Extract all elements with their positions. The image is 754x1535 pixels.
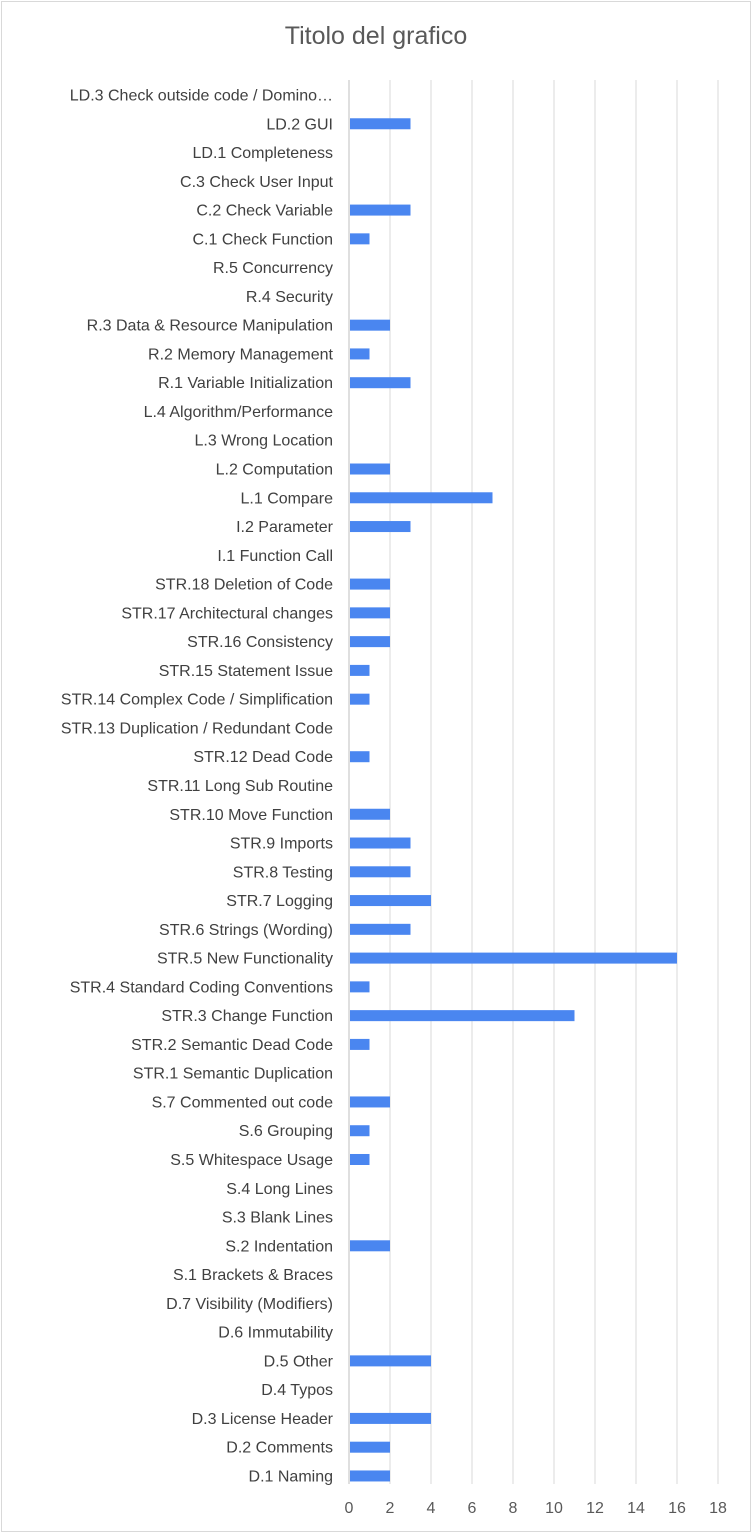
- category-label: STR.6 Strings (Wording): [159, 922, 333, 939]
- category-label: S.3 Blank Lines: [222, 1210, 333, 1227]
- category-label: STR.8 Testing: [233, 864, 333, 881]
- bar: [350, 1096, 390, 1108]
- bar: [350, 895, 431, 907]
- bar: [350, 1470, 390, 1482]
- bar: [350, 837, 411, 849]
- category-label: STR.12 Dead Code: [193, 749, 333, 766]
- category-labels: LD.3 Check outside code / Domino… LD.2 GU…: [61, 88, 334, 1486]
- x-tick-label: 18: [709, 1500, 727, 1517]
- x-tick-label: 16: [668, 1500, 686, 1517]
- category-label: S.4 Long Lines: [226, 1181, 333, 1198]
- category-label: I.2 Parameter: [236, 519, 334, 536]
- bar: [350, 751, 370, 763]
- bar: [350, 319, 390, 331]
- category-label: S.5 Whitespace Usage: [170, 1152, 333, 1169]
- bar: [350, 1412, 431, 1424]
- category-label: S.6 Grouping: [239, 1123, 333, 1140]
- category-label: STR.2 Semantic Dead Code: [131, 1037, 333, 1054]
- category-label: D.1 Naming: [249, 1468, 333, 1485]
- bar: [350, 808, 390, 820]
- bar: [350, 521, 411, 533]
- bar: [350, 233, 370, 245]
- bar: [350, 693, 370, 705]
- category-label: STR.18 Deletion of Code: [155, 577, 333, 594]
- category-label: LD.2 GUI: [266, 116, 333, 133]
- bar: [350, 204, 411, 216]
- bar: [350, 1355, 431, 1367]
- category-label: D.2 Comments: [226, 1440, 333, 1457]
- category-label: R.4 Security: [246, 289, 333, 306]
- category-label: C.1 Check Function: [192, 231, 333, 248]
- category-label: C.2 Check Variable: [196, 203, 333, 220]
- bar: [350, 118, 411, 130]
- category-label: D.5 Other: [264, 1353, 334, 1370]
- category-label: STR.3 Change Function: [161, 1008, 333, 1025]
- bar: [350, 923, 411, 935]
- category-label: STR.1 Semantic Duplication: [133, 1066, 333, 1083]
- category-label: STR.5 New Functionality: [157, 951, 333, 968]
- bar: [350, 1038, 370, 1050]
- category-label: STR.15 Statement Issue: [159, 663, 333, 680]
- category-label: D.7 Visibility (Modifiers): [166, 1296, 333, 1313]
- category-label: R.2 Memory Management: [148, 346, 334, 363]
- category-label: R.3 Data & Resource Manipulation: [87, 318, 333, 335]
- bar: [350, 578, 390, 590]
- x-tick-label: 6: [468, 1500, 477, 1517]
- category-label: R.1 Variable Initialization: [158, 375, 333, 392]
- x-tick-label: 2: [386, 1500, 395, 1517]
- bar: [350, 492, 493, 504]
- x-tick-label: 4: [427, 1500, 436, 1517]
- category-label: D.4 Typos: [261, 1382, 333, 1399]
- category-label: L.3 Wrong Location: [195, 433, 333, 450]
- chart-title: Titolo del grafico: [285, 22, 468, 50]
- x-tick-label: 10: [545, 1500, 563, 1517]
- category-label: R.5 Concurrency: [213, 260, 333, 277]
- category-label: S.7 Commented out code: [152, 1094, 334, 1111]
- bar: [350, 463, 390, 475]
- category-label: L.2 Computation: [216, 462, 333, 479]
- bar: [350, 348, 370, 360]
- category-label: D.3 License Header: [192, 1411, 334, 1428]
- category-label: STR.16 Consistency: [187, 634, 333, 651]
- category-label: C.3 Check User Input: [180, 174, 334, 191]
- gridlines: [348, 80, 719, 1484]
- category-label: STR.13 Duplication / Redundant Code: [61, 720, 333, 737]
- bar: [350, 607, 390, 619]
- bar: [350, 664, 370, 676]
- category-label: D.6 Immutability: [218, 1325, 333, 1342]
- x-tick-labels: 0 2 4 6 8 10 12 14 16 18: [345, 1500, 727, 1517]
- bar: [350, 1125, 370, 1137]
- x-tick-label: 14: [627, 1500, 645, 1517]
- bar: [350, 1441, 390, 1453]
- bar: [350, 866, 411, 878]
- category-label: STR.17 Architectural changes: [121, 605, 333, 622]
- bar: [350, 636, 390, 648]
- bar: [350, 377, 411, 389]
- x-tick-label: 0: [345, 1500, 354, 1517]
- x-tick-label: 8: [509, 1500, 518, 1517]
- category-label: STR.9 Imports: [230, 836, 333, 853]
- category-label: L.4 Algorithm/Performance: [144, 404, 334, 421]
- bar: [350, 981, 370, 993]
- category-label: STR.7 Logging: [226, 893, 333, 910]
- category-label: LD.3 Check outside code / Domino…: [70, 88, 333, 105]
- category-label: S.1 Brackets & Braces: [173, 1267, 333, 1284]
- category-label: STR.10 Move Function: [169, 807, 333, 824]
- bar: [350, 1153, 370, 1165]
- category-label: LD.1 Completeness: [192, 145, 333, 162]
- category-label: S.2 Indentation: [225, 1238, 333, 1255]
- bars: [350, 118, 677, 1482]
- bar: [350, 1010, 575, 1022]
- bar: [350, 952, 677, 964]
- category-label: STR.4 Standard Coding Conventions: [70, 979, 333, 996]
- bar: [350, 1240, 390, 1252]
- x-tick-label: 12: [586, 1500, 604, 1517]
- category-label: STR.14 Complex Code / Simplification: [61, 692, 333, 709]
- category-label: I.1 Function Call: [217, 548, 333, 565]
- category-label: L.1 Compare: [241, 490, 334, 507]
- category-label: STR.11 Long Sub Routine: [147, 778, 333, 795]
